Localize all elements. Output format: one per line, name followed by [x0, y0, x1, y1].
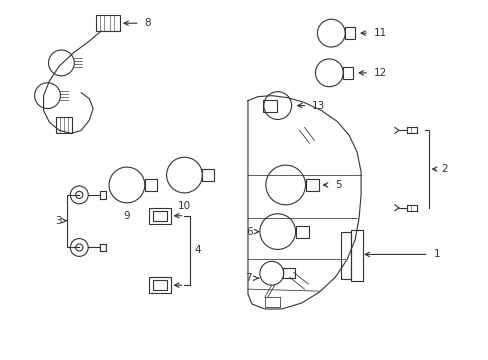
Bar [282, 268, 294, 278]
Bar [345, 27, 354, 39]
Text: 10: 10 [178, 201, 191, 211]
Text: 11: 11 [373, 28, 386, 38]
Text: 4: 4 [194, 246, 201, 256]
Text: 8: 8 [143, 18, 150, 28]
Bar [263, 100, 276, 112]
Bar [341, 231, 350, 279]
Bar [343, 67, 352, 79]
Bar [295, 226, 308, 238]
Bar [96, 15, 120, 31]
Text: 6: 6 [246, 226, 252, 237]
Text: 13: 13 [311, 100, 324, 111]
Text: 7: 7 [245, 273, 251, 283]
Text: 5: 5 [335, 180, 341, 190]
Text: 12: 12 [373, 68, 386, 78]
Text: 3: 3 [55, 216, 61, 226]
Text: 9: 9 [123, 211, 130, 221]
Bar [305, 179, 319, 191]
Text: 1: 1 [433, 249, 439, 260]
Bar [152, 211, 166, 221]
Bar [56, 117, 72, 133]
Bar [144, 179, 156, 191]
Bar [148, 208, 170, 224]
Bar [152, 280, 166, 290]
Bar [148, 277, 170, 293]
Bar [202, 169, 214, 181]
Text: 2: 2 [441, 164, 447, 174]
Bar [350, 230, 362, 281]
